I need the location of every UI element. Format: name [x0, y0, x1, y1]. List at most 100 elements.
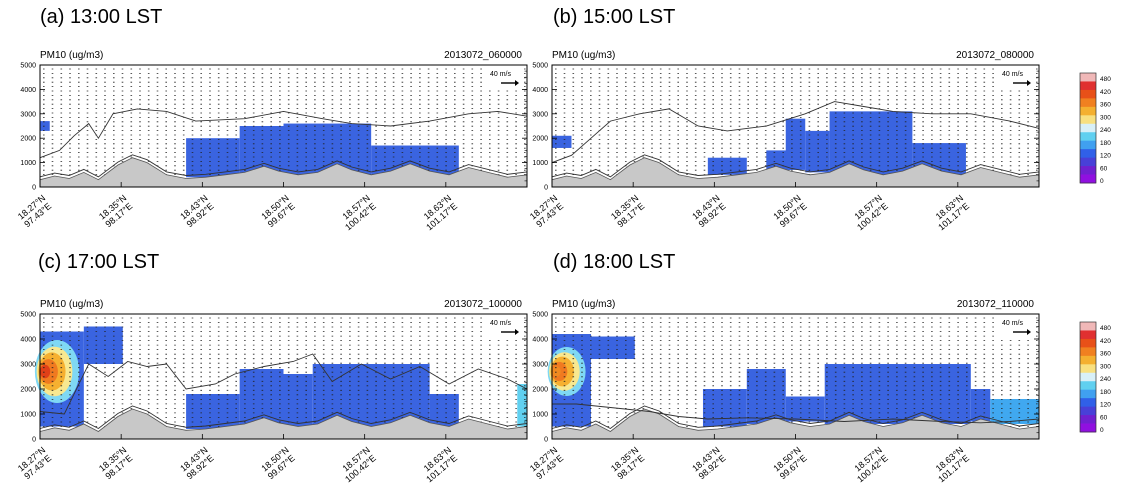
pm10-cell	[970, 389, 991, 422]
surface-line	[551, 154, 1040, 178]
panel-variable-label: PM10 (ug/m3)	[40, 299, 103, 310]
pm10-cell	[517, 384, 527, 427]
panel-timestamp: 2013072_100000	[444, 299, 522, 310]
cross-section-panel-0: PM10 (ug/m3) 2013072_060000 40 m/s 0 1000 200…	[16, 50, 528, 232]
colorbar-swatch	[1080, 157, 1096, 167]
y-tick-label: 4000	[532, 87, 548, 94]
pm10-cell	[429, 394, 459, 429]
y-tick-label: 3000	[532, 111, 548, 118]
reference-vector-arrowhead	[1027, 80, 1031, 86]
y-tick-label: 5000	[20, 63, 36, 70]
colorbar-swatch	[1080, 398, 1096, 408]
colorbar-swatch	[1080, 389, 1096, 399]
pm10-cell	[766, 150, 791, 170]
colorbar-tick-label: 0	[1100, 178, 1104, 185]
panel-timestamp: 2013072_110000	[957, 299, 1035, 310]
pbl-height-line	[39, 108, 528, 159]
y-tick-label: 5000	[532, 312, 548, 319]
y-tick-label: 2000	[20, 136, 36, 143]
colorbar-swatch	[1080, 140, 1096, 150]
y-tick-label: 4000	[20, 87, 36, 94]
colorbar-tick-label: 120	[1100, 153, 1111, 160]
pm10-cell	[707, 157, 747, 175]
colorbar-0: 480 420 360 300 240 180 120 60 0	[1079, 72, 1111, 185]
y-tick-label: 2000	[532, 136, 548, 143]
colorbar-swatch	[1080, 123, 1096, 133]
pm10-cell	[552, 366, 561, 377]
y-tick-label: 0	[32, 437, 36, 444]
colorbar-tick-label: 480	[1100, 76, 1111, 83]
colorbar-tick-label: 180	[1100, 389, 1111, 396]
colorbar-tick-label: 60	[1100, 165, 1108, 172]
colorbar-tick-label: 60	[1100, 414, 1108, 421]
terrain-profile	[551, 157, 1040, 188]
cross-section-panel-3: PM10 (ug/m3) 2013072_110000 40 m/s 0 1000 200…	[528, 299, 1040, 483]
colorbar-swatch	[1080, 372, 1096, 382]
colorbar-swatch	[1080, 338, 1096, 348]
colorbar-swatch	[1080, 149, 1096, 159]
pbl-height-line	[39, 353, 528, 415]
cross-section-panel-2: PM10 (ug/m3) 2013072_100000 40 m/s 0 1000 200…	[16, 299, 528, 483]
y-tick-label: 2000	[532, 387, 548, 394]
panel-timestamp: 2013072_060000	[444, 50, 522, 61]
y-tick-label: 0	[32, 185, 36, 192]
y-tick-label: 2000	[20, 387, 36, 394]
colorbar-swatch	[1080, 415, 1096, 424]
colorbar-swatch	[1080, 81, 1096, 91]
reference-vector-arrowhead	[1027, 329, 1031, 335]
y-tick-label: 0	[544, 185, 548, 192]
pm10-cell	[186, 394, 240, 429]
panel-c-heading: (c) 17:00 LST	[38, 251, 160, 273]
surface-line	[39, 405, 528, 430]
y-tick-label: 3000	[532, 362, 548, 369]
pm10-cell	[785, 118, 806, 170]
colorbar-tick-label: 180	[1100, 140, 1111, 147]
colorbar-swatch	[1080, 98, 1096, 108]
colorbar-tick-label: 480	[1100, 325, 1111, 332]
panel-variable-label: PM10 (ug/m3)	[552, 299, 615, 310]
pm10-cell	[283, 374, 313, 432]
colorbar-swatch	[1080, 166, 1096, 175]
colorbar-tick-label: 360	[1100, 351, 1111, 358]
colorbar-tick-label: 420	[1100, 89, 1111, 96]
pm10-cell	[824, 364, 971, 424]
colorbar-frame	[1079, 72, 1097, 184]
colorbar-tick-label: 240	[1100, 376, 1111, 383]
reference-vector-arrowhead	[515, 80, 519, 86]
colorbar-swatch	[1080, 381, 1096, 391]
pbl-height-line	[552, 403, 1040, 424]
colorbar-swatch	[1080, 355, 1096, 365]
terrain-profile	[39, 157, 528, 188]
colorbar-tick-label: 420	[1100, 338, 1111, 345]
terrain-profile	[551, 408, 1040, 440]
colorbar-swatch	[1080, 73, 1096, 82]
terrain-profile	[39, 408, 528, 440]
pm10-cell	[40, 364, 51, 379]
reference-vector-label: 40 m/s	[1002, 71, 1024, 78]
y-tick-label: 1000	[532, 412, 548, 419]
colorbar-tick-label: 120	[1100, 402, 1111, 409]
cross-section-panel-1: PM10 (ug/m3) 2013072_080000 40 m/s 0 1000 200…	[528, 50, 1040, 232]
y-tick-label: 5000	[532, 63, 548, 70]
colorbar-tick-label: 240	[1100, 127, 1111, 134]
pm10-cell	[829, 111, 913, 175]
pbl-height-line	[551, 101, 1040, 164]
colorbar-tick-label: 0	[1100, 427, 1104, 434]
y-tick-label: 4000	[20, 337, 36, 344]
panel-variable-label: PM10 (ug/m3)	[552, 50, 615, 61]
pm10-cell	[590, 336, 635, 359]
pm10-cell	[40, 121, 50, 131]
pm10-cell	[702, 389, 747, 427]
y-tick-label: 3000	[20, 362, 36, 369]
pm10-cell	[552, 135, 572, 148]
panel-d-heading: (d) 18:00 LST	[553, 251, 676, 273]
colorbar-swatch	[1080, 423, 1096, 433]
panel-a-heading: (a) 13:00 LST	[40, 6, 163, 28]
reference-vector-label: 40 m/s	[1002, 320, 1024, 327]
surface-line	[39, 154, 528, 178]
colorbar-frame	[1079, 321, 1097, 433]
colorbar-swatch	[1080, 106, 1096, 116]
colorbar-swatch	[1080, 322, 1096, 331]
colorbar-swatch	[1080, 347, 1096, 357]
y-tick-label: 0	[544, 437, 548, 444]
